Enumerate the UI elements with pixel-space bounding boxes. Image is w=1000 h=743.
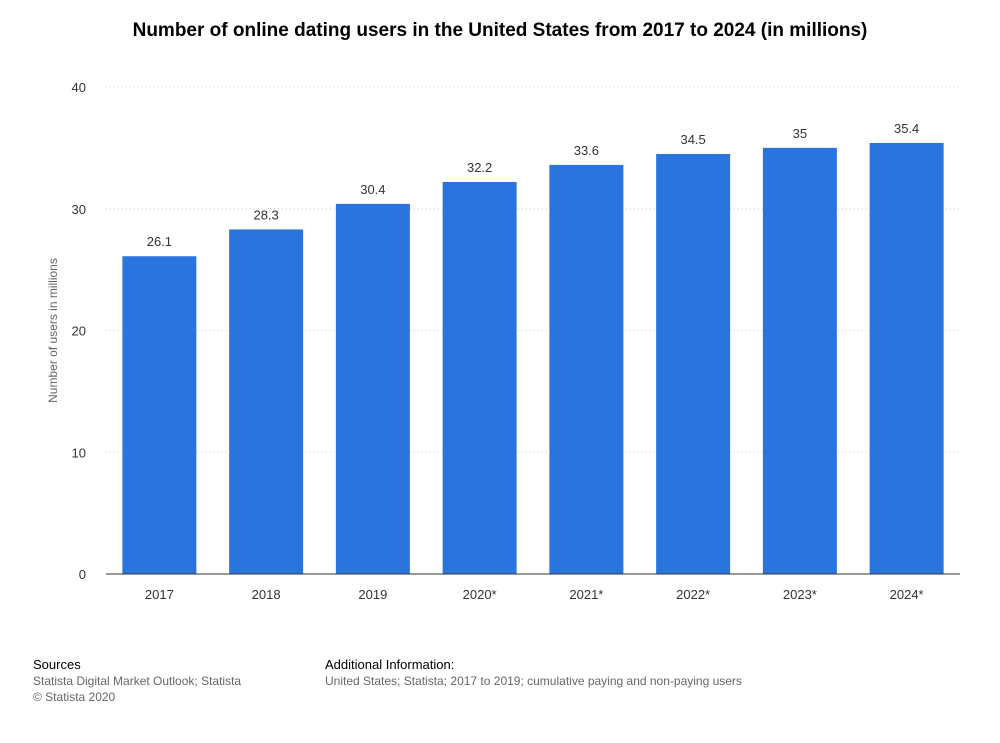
sources-heading: Sources (33, 657, 81, 672)
data-label: 26.1 (147, 234, 172, 249)
y-tick-label: 40 (72, 80, 86, 95)
data-label: 28.3 (253, 207, 278, 222)
bar (335, 203, 410, 574)
bar (762, 147, 837, 574)
x-tick-label: 2022* (676, 587, 710, 602)
y-axis-ticks: 0 10 20 30 40 (72, 80, 86, 582)
x-tick-label: 2017 (145, 587, 174, 602)
bar (122, 256, 197, 574)
value-labels: 26.1 28.3 30.4 32.2 33.6 34.5 35 35.4 (147, 121, 920, 249)
x-tick-label: 2023* (783, 587, 817, 602)
y-tick-label: 10 (72, 445, 86, 460)
x-tick-label: 2018 (252, 587, 281, 602)
additional-info-heading: Additional Information: (325, 657, 455, 672)
chart-title: Number of online dating users in the Uni… (132, 20, 868, 41)
bar (869, 143, 944, 574)
bars (122, 143, 944, 575)
additional-info-block: Additional Information: United States; S… (325, 657, 742, 689)
y-tick-label: 30 (72, 202, 86, 217)
x-tick-label: 2021* (569, 587, 603, 602)
sources-line: Statista Digital Market Outlook; Statist… (33, 674, 242, 688)
x-tick-label: 2024* (890, 587, 924, 602)
data-label: 32.2 (467, 160, 492, 175)
data-label: 35.4 (894, 121, 919, 136)
y-tick-label: 20 (72, 324, 86, 339)
bar-chart: 0 10 20 30 40 26.1 28.3 30.4 32.2 33.6 34.5 35 35.4… (46, 80, 960, 602)
data-label: 34.5 (680, 132, 705, 147)
sources-block: Sources Statista Digital Market Outlook;… (33, 657, 241, 705)
bar (442, 181, 517, 574)
x-tick-label: 2019 (358, 587, 387, 602)
x-axis-ticks: 2017 2018 2019 2020* 2021* 2022* 2023* 2024* (145, 587, 924, 602)
bar (229, 229, 304, 574)
bar (656, 153, 731, 574)
data-label: 30.4 (360, 182, 385, 197)
bar (549, 164, 624, 575)
data-label: 35 (793, 126, 807, 141)
x-tick-label: 2020* (463, 587, 497, 602)
copyright-line: © Statista 2020 (33, 690, 116, 704)
data-label: 33.6 (574, 143, 599, 158)
y-tick-label: 0 (79, 567, 86, 582)
y-axis-label: Number of users in millions (46, 258, 60, 403)
additional-info-line: United States; Statista; 2017 to 2019; c… (325, 674, 742, 688)
